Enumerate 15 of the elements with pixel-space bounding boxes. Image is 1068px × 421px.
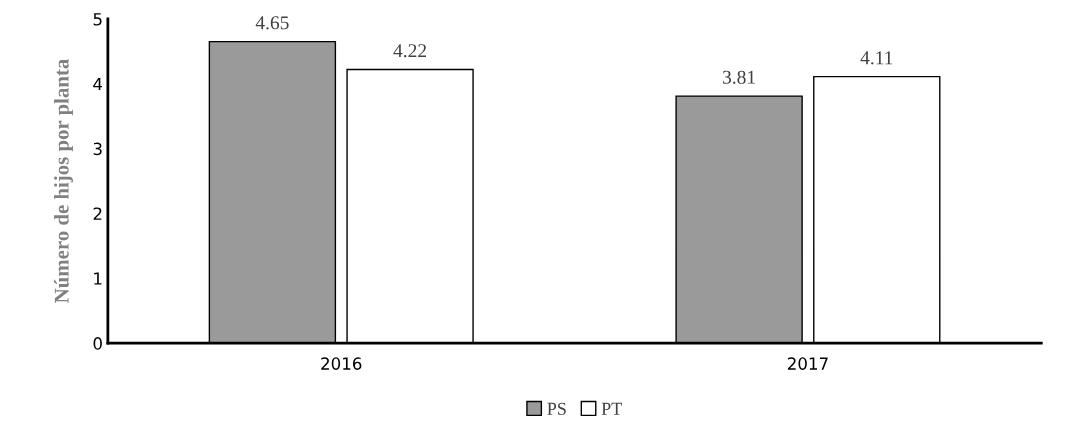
data-label: 4.22 bbox=[393, 44, 427, 58]
data-label: 4.65 bbox=[255, 16, 289, 30]
y-tick-label: 1 bbox=[94, 272, 102, 285]
y-tick-label: 2 bbox=[93, 207, 102, 220]
y-tick-label: 5 bbox=[93, 13, 102, 26]
y-tick-label: 4 bbox=[93, 77, 103, 91]
y-axis-title: Número de hijos por planta bbox=[54, 59, 73, 303]
data-label: 4.11 bbox=[860, 51, 893, 65]
data-label: 3.81 bbox=[723, 70, 755, 84]
x-tick-label: 2017 bbox=[787, 357, 828, 370]
legend-label: PS bbox=[547, 402, 566, 415]
y-tick-label: 0 bbox=[93, 337, 102, 350]
x-tick-label: 2016 bbox=[321, 357, 362, 370]
y-tick-label: 3 bbox=[93, 142, 102, 156]
legend-label: PT bbox=[601, 402, 622, 415]
